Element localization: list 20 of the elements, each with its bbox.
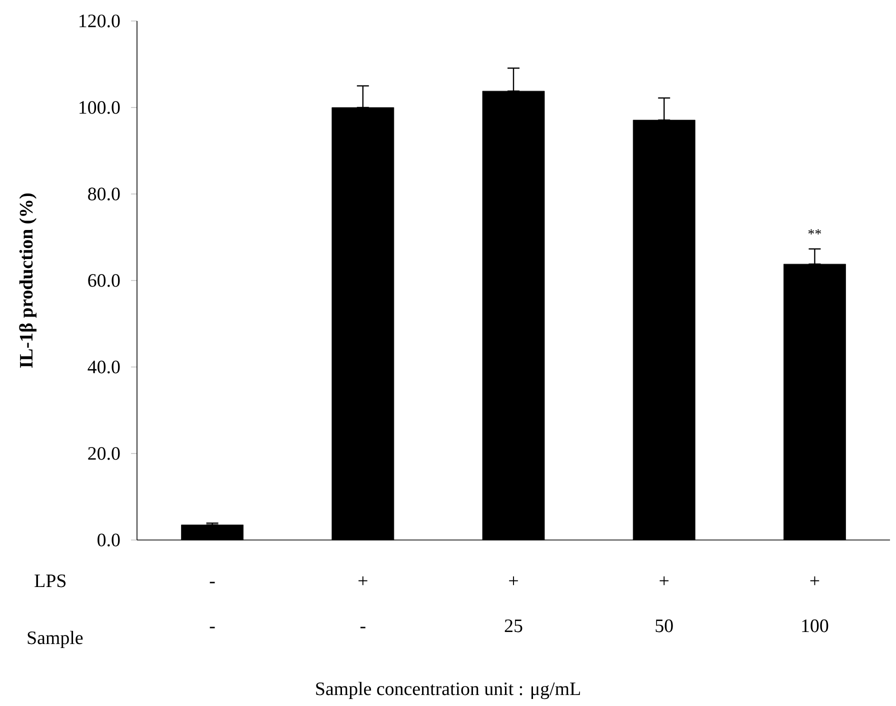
y-tick-label: 120.0 [80,14,120,28]
annotation: ** [808,229,822,234]
x-tick-label: 50 [656,619,673,632]
y-tick-label: 20.0 [88,447,120,460]
x-tick-label: 25 [504,619,522,632]
text: + [660,576,669,586]
text: + [810,576,820,586]
text: - [210,582,215,584]
y-axis-title: IL-1β production (%) [19,193,36,368]
y-tick-label: 60.0 [88,274,120,287]
text: LPS [34,574,66,588]
y-tick-label: 80.0 [88,188,120,200]
y-tick-label: 100.0 [80,101,120,114]
text: + [509,576,518,586]
y-tick-label: 40.0 [88,360,120,374]
x-tick-label: 100 [802,619,828,632]
text: + [358,576,368,586]
y-tick-label: 0.0 [98,534,120,546]
text: Sample [28,630,83,648]
x-axis-title: Sample concentration unit : μg/mL [316,682,580,700]
